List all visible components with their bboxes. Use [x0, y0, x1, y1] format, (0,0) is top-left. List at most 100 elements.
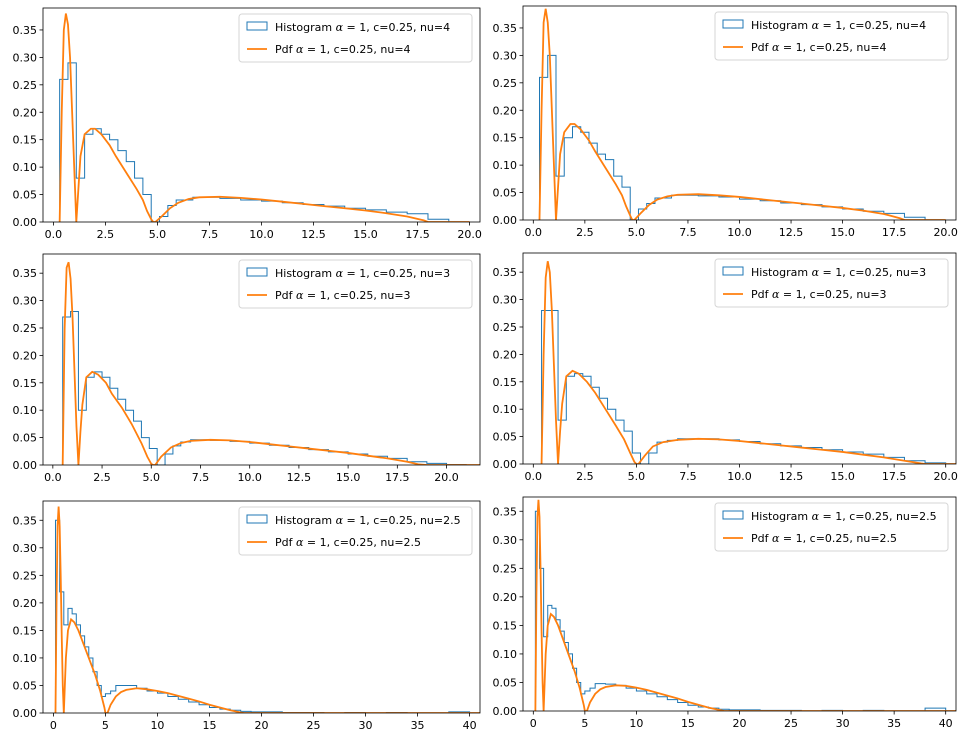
- y-tick-label: 0.05: [13, 189, 38, 202]
- x-tick-label: 15.0: [830, 226, 855, 239]
- chart-svg: 0.00 0.05 0.10 0.15 0.20 0.25 0.30 0.35 0.0 2.5 5.…: [13, 253, 481, 484]
- x-tick-label: 12.5: [301, 228, 326, 241]
- y-tick-label: 0.10: [13, 161, 38, 174]
- legend-histogram-label: Histogram α = 1, c=0.25, nu=2.5: [751, 510, 937, 523]
- y-tick-label: 0.20: [493, 348, 518, 361]
- x-tick-label: 0: [530, 717, 537, 730]
- y-tick-label: 0.30: [493, 294, 518, 307]
- legend-pdf-label: Pdf α = 1, c=0.25, nu=4: [751, 41, 887, 54]
- legend-histogram-swatch: [722, 19, 744, 29]
- axes-frame: [42, 253, 481, 466]
- subplot-row1-left: 0.00 0.05 0.10 0.15 0.20 0.25 0.30 0.35 0.0 2.5 5.…: [0, 0, 485, 245]
- y-tick-label: 0.00: [493, 458, 518, 471]
- y-tick-label: 0.20: [493, 591, 518, 604]
- x-tick-label: 10.0: [237, 471, 262, 484]
- subplot-row3-right: 0.00 0.05 0.10 0.15 0.20 0.25 0.30 0.35 0 5 10 15 20…: [485, 490, 961, 735]
- histogram-series: [62, 311, 467, 465]
- x-tick-label: 10.0: [727, 470, 752, 483]
- y-tick-label: 0.35: [13, 514, 38, 527]
- x-tick-label: 5.0: [628, 470, 646, 483]
- legend-pdf-label: Pdf α = 1, c=0.25, nu=2.5: [275, 536, 421, 549]
- legend: Histogram α = 1, c=0.25, nu=3 Pdf α = 1, …: [714, 258, 949, 308]
- x-tick-label: 2.5: [576, 226, 594, 239]
- y-tick-label: 0.35: [493, 22, 518, 35]
- legend: Histogram α = 1, c=0.25, nu=3 Pdf α = 1, …: [238, 259, 473, 309]
- plot-area: [534, 499, 956, 711]
- x-tick-label: 15.0: [353, 228, 378, 241]
- pdf-series: [540, 261, 956, 464]
- legend: Histogram α = 1, c=0.25, nu=2.5 Pdf α = 1…: [714, 502, 949, 552]
- y-tick-label: 0.15: [493, 619, 518, 632]
- y-tick-label: 0.30: [13, 51, 38, 64]
- x-tick-label: 0.0: [45, 228, 63, 241]
- x-tick-label: 35: [887, 717, 901, 730]
- x-tick-label: 15: [681, 717, 695, 730]
- x-tick-label: 20.0: [933, 470, 958, 483]
- y-tick-label: 0.20: [13, 349, 38, 362]
- y-tick-label: 0.35: [493, 266, 518, 279]
- x-tick-label: 20.0: [457, 228, 482, 241]
- legend-histogram-label: Histogram α = 1, c=0.25, nu=3: [275, 267, 450, 280]
- y-tick-label: 0.10: [13, 652, 38, 665]
- y-tick-label: 0.05: [493, 431, 518, 444]
- y-tick-label: 0.15: [493, 132, 518, 145]
- x-tick-label: 5.0: [149, 228, 167, 241]
- x-tick-label: 12.5: [287, 471, 312, 484]
- legend-frame: [238, 13, 473, 63]
- x-tick-label: 20: [255, 719, 269, 732]
- pdf-series: [61, 261, 480, 465]
- subplot-row2-left: 0.00 0.05 0.10 0.15 0.20 0.25 0.30 0.35 0.0 2.5 5.…: [0, 245, 485, 490]
- y-tick-label: 0.15: [13, 377, 38, 390]
- pdf-series: [538, 8, 946, 220]
- x-tick-label: 0.0: [44, 471, 62, 484]
- x-tick-label: 17.5: [882, 470, 907, 483]
- legend-histogram-label: Histogram α = 1, c=0.25, nu=4: [751, 19, 926, 32]
- legend-histogram-swatch: [246, 267, 268, 277]
- y-tick-label: 0.15: [13, 624, 38, 637]
- plot-area: [58, 13, 470, 222]
- legend-histogram-label: Histogram α = 1, c=0.25, nu=2.5: [275, 514, 461, 527]
- legend: Histogram α = 1, c=0.25, nu=4 Pdf α = 1, …: [714, 11, 949, 61]
- x-tick-label: 2.5: [576, 470, 594, 483]
- legend-histogram-swatch: [722, 266, 744, 276]
- histogram-series: [534, 510, 947, 711]
- x-tick-label: 20.0: [434, 471, 459, 484]
- legend-histogram-swatch: [246, 514, 268, 524]
- x-tick-label: 15.0: [336, 471, 361, 484]
- x-tick-label: 20: [733, 717, 747, 730]
- legend-histogram-swatch: [246, 21, 268, 31]
- y-tick-label: 0.25: [13, 569, 38, 582]
- x-tick-label: 17.5: [405, 228, 430, 241]
- x-tick-label: 5: [581, 717, 588, 730]
- legend-histogram-label: Histogram α = 1, c=0.25, nu=4: [275, 21, 450, 34]
- chart-svg: 0.00 0.05 0.10 0.15 0.20 0.25 0.30 0.35 0.0 2.5 5.…: [13, 7, 482, 241]
- histogram-series: [54, 519, 471, 713]
- x-tick-label: 30: [359, 719, 373, 732]
- y-tick-label: 0.10: [13, 404, 38, 417]
- subplot-row1-right: 0.00 0.05 0.10 0.15 0.20 0.25 0.30 0.35 0.0 2.5 5.…: [485, 0, 961, 245]
- x-tick-label: 5.0: [143, 471, 161, 484]
- legend-frame: [238, 506, 473, 556]
- y-tick-label: 0.30: [493, 534, 518, 547]
- x-tick-label: 7.5: [192, 471, 210, 484]
- y-tick-label: 0.10: [493, 159, 518, 172]
- x-tick-label: 0.0: [525, 226, 543, 239]
- x-tick-label: 12.5: [779, 470, 804, 483]
- x-tick-label: 10.0: [249, 228, 274, 241]
- x-tick-label: 7.5: [201, 228, 219, 241]
- histogram-series: [59, 62, 470, 222]
- chart-svg: 0.00 0.05 0.10 0.15 0.20 0.25 0.30 0.35 0 5 10 15 20…: [13, 500, 481, 732]
- x-tick-label: 40: [939, 717, 953, 730]
- x-tick-label: 0.0: [525, 470, 543, 483]
- y-tick-label: 0.20: [493, 104, 518, 117]
- y-tick-label: 0.00: [13, 459, 38, 472]
- plot-area: [61, 261, 480, 465]
- x-tick-label: 35: [411, 719, 425, 732]
- x-tick-label: 30: [836, 717, 850, 730]
- y-tick-label: 0.20: [13, 106, 38, 119]
- y-tick-label: 0.35: [13, 267, 38, 280]
- pdf-series: [58, 13, 470, 222]
- y-tick-label: 0.15: [13, 134, 38, 147]
- y-tick-label: 0.05: [493, 676, 518, 689]
